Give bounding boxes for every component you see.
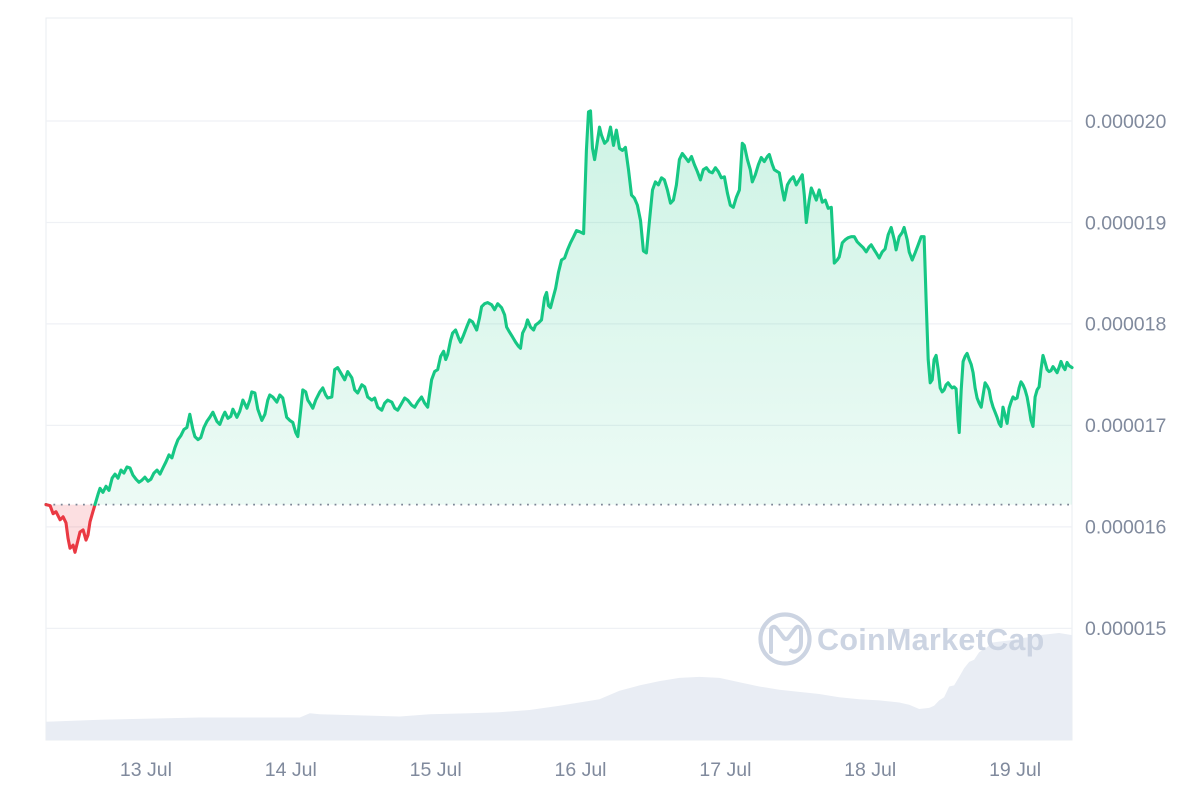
x-axis-label: 18 Jul (844, 759, 896, 781)
axis-label-layer: 0.000020 0.000019 0.000018 0.000017 0.000016… (120, 111, 1167, 781)
price-area-fill-positive (46, 110, 1072, 505)
y-axis-label: 0.000016 (1085, 517, 1166, 539)
y-axis-label: 0.000018 (1085, 314, 1166, 336)
price-area-layer (46, 110, 1072, 553)
x-axis-label: 14 Jul (265, 759, 317, 781)
x-axis-label: 13 Jul (120, 759, 172, 781)
price-line-layer (44, 109, 1074, 554)
volume-area-layer (46, 633, 1072, 740)
price-line-down-segment (44, 503, 97, 554)
coinmarketcap-logo-icon (758, 612, 812, 666)
watermark-brand-text: CoinMarketCap (817, 623, 1045, 657)
price-line-up-segment (93, 109, 1074, 507)
volume-area (46, 633, 1072, 740)
y-axis-label: 0.000020 (1085, 111, 1166, 133)
x-axis-label: 19 Jul (989, 759, 1041, 781)
y-axis-label: 0.000017 (1085, 415, 1166, 437)
price-area-fill-negative (46, 504, 1072, 553)
y-axis-label: 0.000019 (1085, 212, 1166, 234)
coinmarketcap-watermark: CoinMarketCap (758, 612, 1045, 666)
x-axis-label: 17 Jul (699, 759, 751, 781)
coinmarketcap-logo-m-icon (769, 624, 803, 654)
x-axis-label: 16 Jul (554, 759, 606, 781)
y-axis-label: 0.000015 (1085, 618, 1166, 640)
x-axis-label: 15 Jul (410, 759, 462, 781)
